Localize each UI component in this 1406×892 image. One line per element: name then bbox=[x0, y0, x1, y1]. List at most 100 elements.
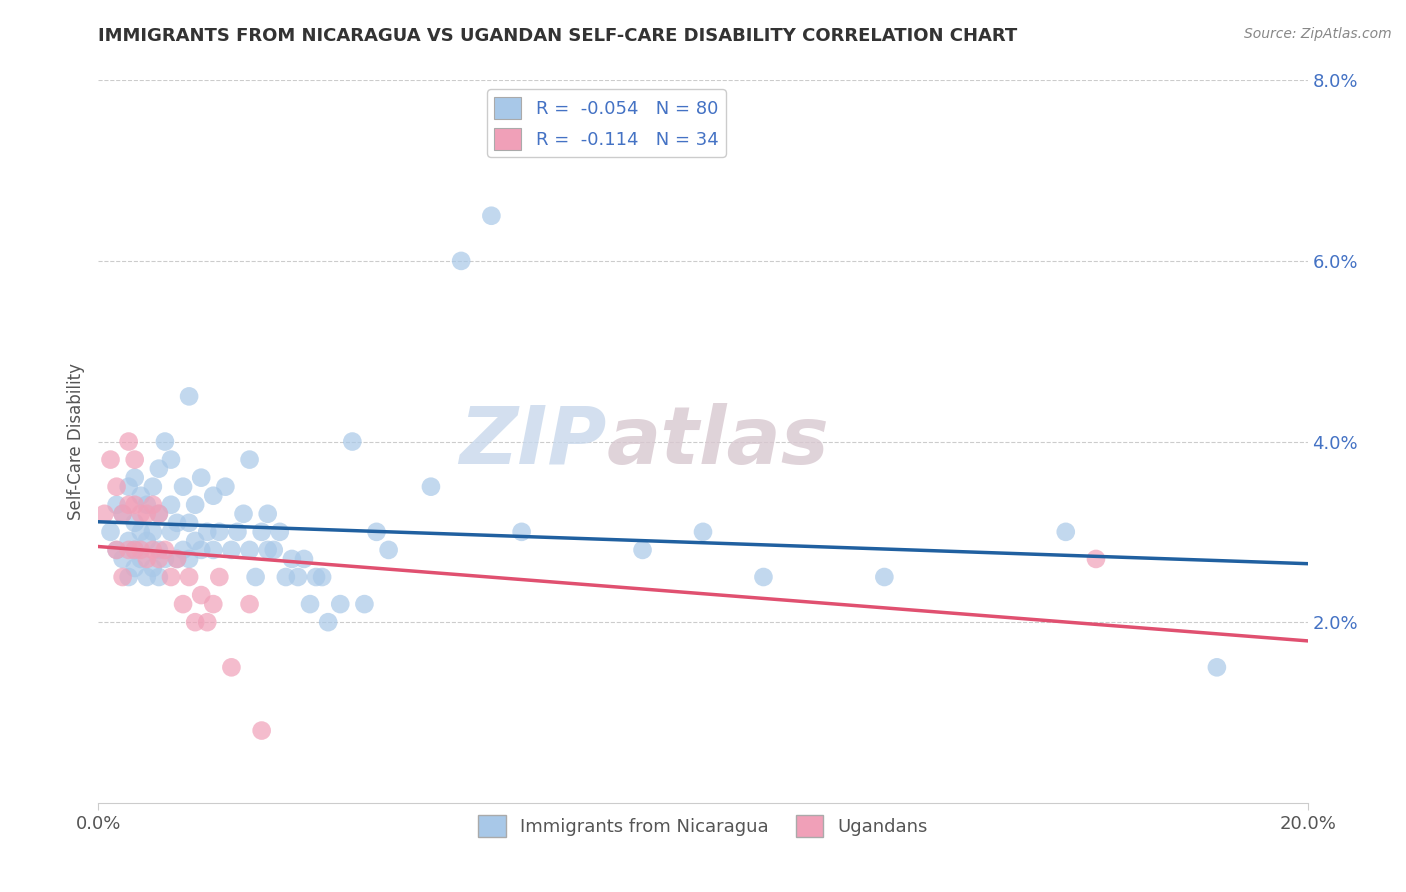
Text: Source: ZipAtlas.com: Source: ZipAtlas.com bbox=[1244, 27, 1392, 41]
Point bbox=[631, 542, 654, 557]
Point bbox=[135, 533, 157, 548]
Point bbox=[1206, 660, 1229, 674]
Point bbox=[305, 570, 328, 584]
Point bbox=[105, 542, 128, 557]
Point bbox=[450, 253, 472, 268]
Point bbox=[179, 570, 201, 584]
Point bbox=[184, 615, 207, 630]
Point bbox=[148, 542, 170, 557]
Point bbox=[124, 471, 146, 485]
Point bbox=[274, 570, 297, 584]
Point bbox=[100, 524, 122, 539]
Point bbox=[239, 597, 262, 611]
Point bbox=[129, 507, 152, 521]
Point bbox=[124, 542, 146, 557]
Point bbox=[221, 542, 243, 557]
Point bbox=[221, 660, 243, 674]
Point bbox=[287, 570, 309, 584]
Point bbox=[118, 570, 141, 584]
Point bbox=[316, 615, 339, 630]
Point bbox=[124, 561, 146, 575]
Point bbox=[202, 597, 225, 611]
Point bbox=[142, 498, 165, 512]
Point bbox=[190, 471, 212, 485]
Point bbox=[111, 507, 134, 521]
Point bbox=[124, 542, 146, 557]
Point bbox=[510, 524, 533, 539]
Point bbox=[481, 209, 503, 223]
Point bbox=[1085, 552, 1108, 566]
Point bbox=[166, 516, 188, 530]
Point bbox=[342, 434, 364, 449]
Point bbox=[142, 542, 165, 557]
Point bbox=[269, 524, 291, 539]
Point bbox=[135, 507, 157, 521]
Point bbox=[179, 389, 201, 403]
Point bbox=[195, 524, 218, 539]
Point bbox=[256, 542, 278, 557]
Point bbox=[692, 524, 714, 539]
Point bbox=[329, 597, 352, 611]
Point bbox=[195, 615, 218, 630]
Point bbox=[118, 542, 141, 557]
Point bbox=[118, 434, 141, 449]
Point bbox=[256, 507, 278, 521]
Point bbox=[160, 524, 183, 539]
Point bbox=[129, 552, 152, 566]
Point bbox=[377, 542, 399, 557]
Point bbox=[148, 570, 170, 584]
Point bbox=[292, 552, 315, 566]
Point bbox=[118, 480, 141, 494]
Point bbox=[111, 552, 134, 566]
Text: ZIP: ZIP bbox=[458, 402, 606, 481]
Point bbox=[111, 570, 134, 584]
Point bbox=[153, 542, 176, 557]
Point bbox=[160, 570, 183, 584]
Point bbox=[245, 570, 267, 584]
Point bbox=[105, 480, 128, 494]
Point bbox=[752, 570, 775, 584]
Point bbox=[873, 570, 896, 584]
Point bbox=[166, 552, 188, 566]
Point bbox=[172, 597, 194, 611]
Point bbox=[118, 498, 141, 512]
Point bbox=[148, 507, 170, 521]
Point bbox=[263, 542, 285, 557]
Point bbox=[111, 507, 134, 521]
Point bbox=[214, 480, 236, 494]
Point bbox=[153, 552, 176, 566]
Point bbox=[142, 480, 165, 494]
Point bbox=[179, 552, 201, 566]
Point bbox=[226, 524, 249, 539]
Point bbox=[179, 516, 201, 530]
Point bbox=[129, 489, 152, 503]
Point bbox=[202, 542, 225, 557]
Point bbox=[239, 542, 262, 557]
Point bbox=[250, 524, 273, 539]
Point bbox=[250, 723, 273, 738]
Point bbox=[142, 561, 165, 575]
Point bbox=[366, 524, 388, 539]
Point bbox=[148, 507, 170, 521]
Point bbox=[124, 452, 146, 467]
Legend: Immigrants from Nicaragua, Ugandans: Immigrants from Nicaragua, Ugandans bbox=[471, 808, 935, 845]
Point bbox=[142, 524, 165, 539]
Point bbox=[135, 552, 157, 566]
Point bbox=[148, 461, 170, 475]
Point bbox=[135, 570, 157, 584]
Point bbox=[353, 597, 375, 611]
Point bbox=[93, 507, 115, 521]
Point bbox=[172, 480, 194, 494]
Point bbox=[105, 542, 128, 557]
Point bbox=[184, 498, 207, 512]
Point bbox=[100, 452, 122, 467]
Point bbox=[190, 588, 212, 602]
Point bbox=[129, 542, 152, 557]
Point bbox=[420, 480, 443, 494]
Point bbox=[124, 516, 146, 530]
Point bbox=[129, 524, 152, 539]
Point bbox=[232, 507, 254, 521]
Point bbox=[124, 498, 146, 512]
Point bbox=[118, 533, 141, 548]
Point bbox=[166, 552, 188, 566]
